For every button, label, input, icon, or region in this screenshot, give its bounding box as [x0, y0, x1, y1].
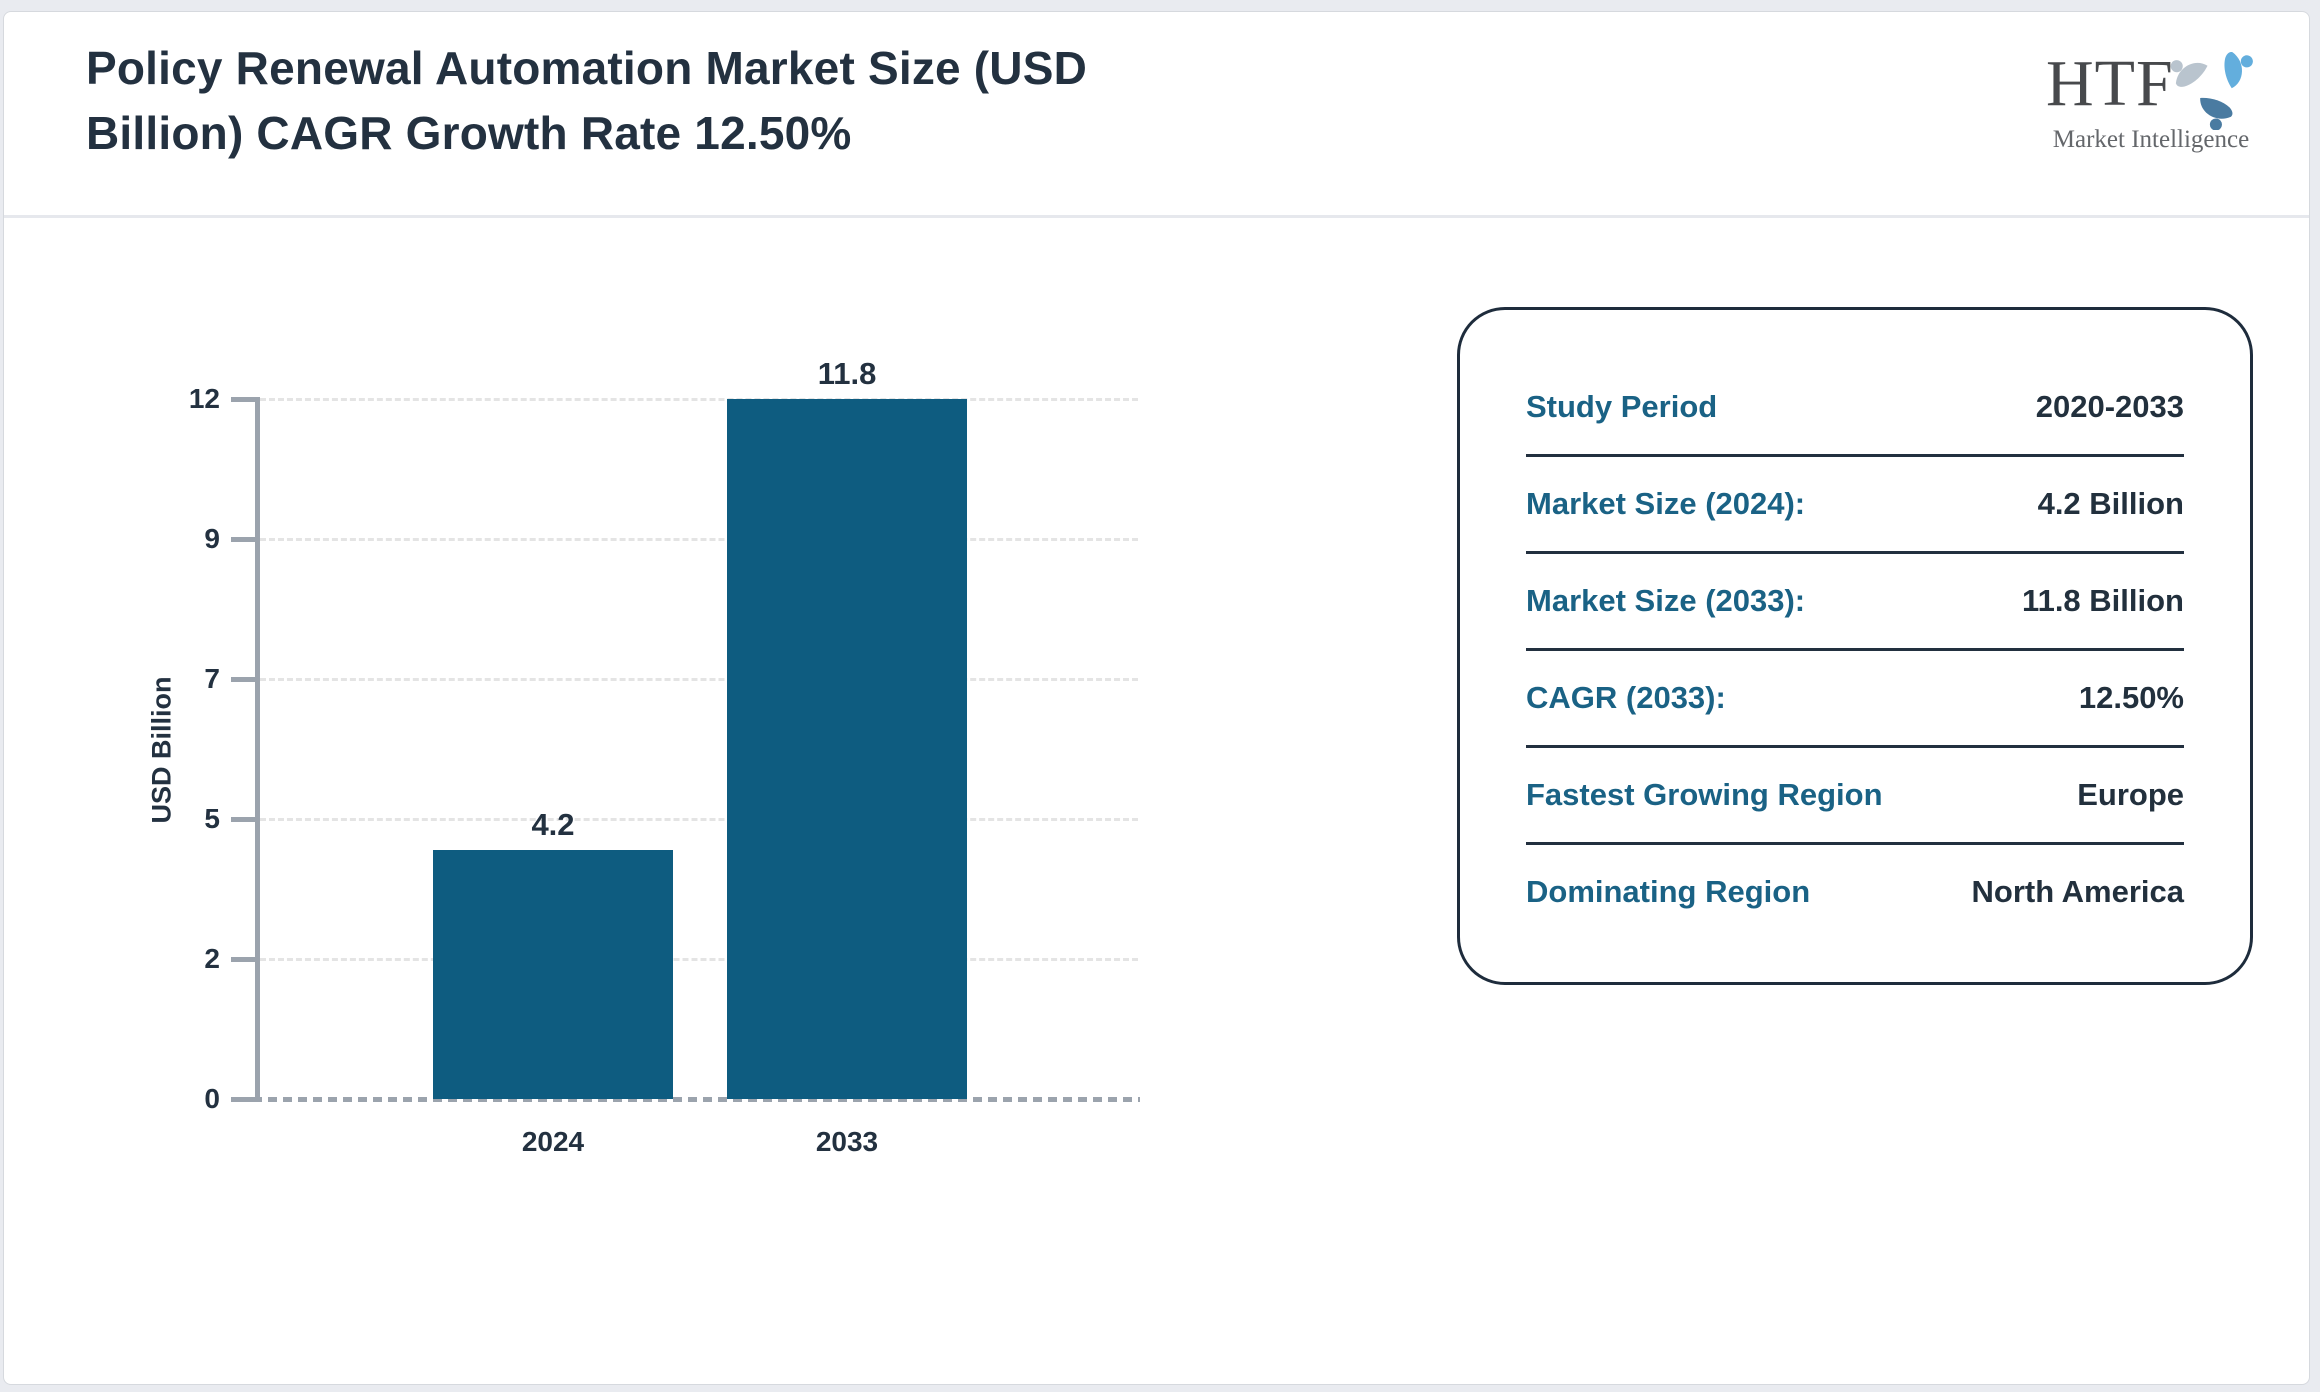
gridline [260, 678, 1138, 681]
card-row-cagr: CAGR (2033): 12.50% [1526, 651, 2184, 748]
card-row-label: Dominating Region [1526, 874, 1811, 909]
card-row-value: Europe [2077, 777, 2184, 812]
card-row-value: North America [1971, 874, 2184, 909]
card-row-label: Study Period [1526, 389, 1718, 424]
htf-swirl-icon [2170, 51, 2253, 130]
x-axis-baseline [238, 1097, 1140, 1102]
htf-logo-subtitle: Market Intelligence [2052, 126, 2250, 153]
page-title: Policy Renewal Automation Market Size (U… [86, 36, 1386, 166]
card-row-value: 11.8 Billion [2022, 583, 2184, 618]
gridline [260, 958, 1138, 961]
y-tick-label: 5 [204, 803, 220, 834]
y-axis-title: USD Billion [146, 676, 177, 824]
bar-2024 [433, 850, 673, 1099]
y-axis-tick [231, 397, 256, 402]
htf-logo-row: HTF [2046, 38, 2256, 130]
y-tick-label: 12 [188, 383, 220, 414]
bar-2033 [727, 399, 967, 1099]
gridline [260, 398, 1138, 401]
header-divider [4, 215, 2309, 218]
card-row-label: Market Size (2033): [1526, 583, 1806, 618]
page-title-line2: Billion) CAGR Growth Rate 12.50% [86, 107, 852, 159]
card-row-label: Fastest Growing Region [1526, 777, 1883, 812]
gridline [260, 538, 1138, 541]
y-axis-tick [231, 537, 256, 542]
y-tick-label: 7 [204, 663, 220, 694]
y-tick-label: 0 [204, 1083, 220, 1114]
card-row-market-size-2033: Market Size (2033): 11.8 Billion [1526, 554, 2184, 651]
y-axis-tick [231, 677, 256, 682]
card-row-value: 4.2 Billion [2037, 486, 2184, 521]
y-axis-tick [231, 1097, 256, 1102]
card-row-label: CAGR (2033): [1526, 680, 1726, 715]
htf-logo-text: HTF [2046, 47, 2174, 120]
card-row-value: 12.50% [2078, 680, 2184, 715]
card-row-study-period: Study Period 2020-2033 [1526, 360, 2184, 457]
gridline [260, 818, 1138, 821]
bar-value-2033: 11.8 [817, 356, 877, 391]
x-tick-label-2033: 2033 [815, 1126, 879, 1157]
y-axis-tick [231, 817, 256, 822]
y-tick-label: 9 [204, 523, 220, 554]
x-tick-label-2024: 2024 [521, 1126, 585, 1157]
card-row-market-size-2024: Market Size (2024): 4.2 Billion [1526, 457, 2184, 554]
y-tick-label: 2 [204, 943, 220, 974]
page-title-line1: Policy Renewal Automation Market Size (U… [86, 42, 1088, 94]
y-axis-tick [231, 957, 256, 962]
card-row-label: Market Size (2024): [1526, 486, 1806, 521]
bar-value-2024: 4.2 [531, 807, 575, 842]
htf-logo: HTF Market Inte [2046, 38, 2256, 154]
card-row-fastest-growing-region: Fastest Growing Region Europe [1526, 748, 2184, 845]
card-row-dominating-region: Dominating Region North America [1526, 845, 2184, 939]
market-summary-card: Study Period 2020-2033 Market Size (2024… [1457, 307, 2253, 985]
y-axis-line [255, 397, 260, 1101]
card-row-value: 2020-2033 [2035, 389, 2184, 424]
